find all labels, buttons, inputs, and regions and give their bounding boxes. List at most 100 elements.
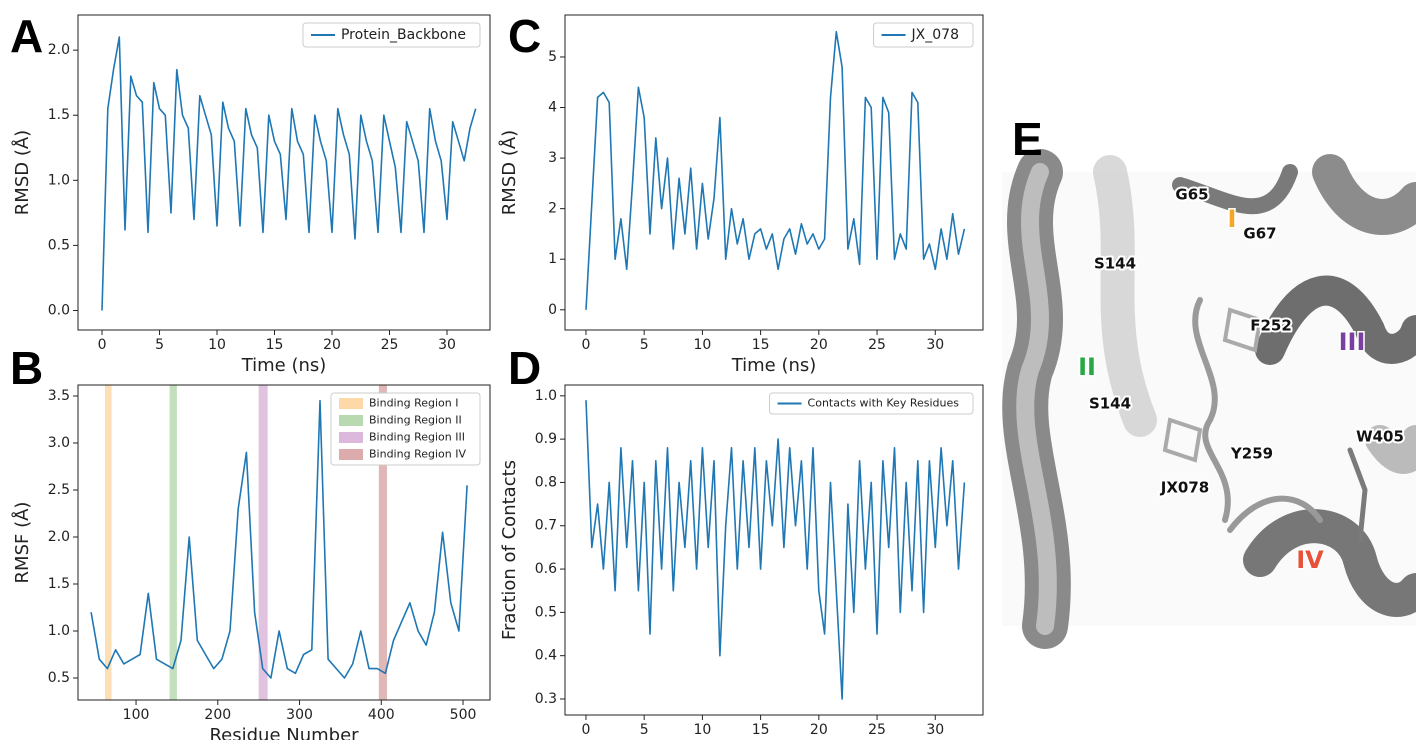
x-tick-label: 0 xyxy=(581,722,590,738)
legend-swatch xyxy=(339,398,363,409)
legend-swatch xyxy=(339,432,363,443)
x-tick-label: 15 xyxy=(266,337,284,353)
ligand xyxy=(1192,297,1231,523)
residue-label: S144 xyxy=(1089,395,1131,413)
panel-label: B xyxy=(10,342,43,394)
legend: Protein_Backbone xyxy=(302,22,481,48)
data-line xyxy=(585,30,966,310)
legend: Contacts with Key Residues xyxy=(769,392,974,415)
residue-label: W405 xyxy=(1356,428,1404,446)
y-tick-label: 0.6 xyxy=(535,561,557,577)
residue-label: F252 xyxy=(1250,317,1292,335)
helix xyxy=(1312,154,1416,235)
x-tick-label: 100 xyxy=(123,707,150,723)
legend: Binding Region I Binding Region II Binding… xyxy=(330,392,481,466)
x-tick-label: 10 xyxy=(208,337,226,353)
region-band xyxy=(378,385,387,700)
y-tick-label: 0.7 xyxy=(535,518,557,534)
legend-frame xyxy=(873,22,974,48)
y-tick-label: 1.5 xyxy=(48,576,70,592)
y-tick-label: 1 xyxy=(548,251,557,267)
region-numeral: III xyxy=(1339,328,1366,356)
x-tick-label: 400 xyxy=(368,707,395,723)
x-tick-label: 500 xyxy=(450,707,477,723)
x-tick-label: 20 xyxy=(810,337,828,353)
x-tick-label: 300 xyxy=(286,707,313,723)
y-tick-label: 1.5 xyxy=(48,107,70,123)
axes-frame xyxy=(564,14,984,331)
data-line xyxy=(101,36,477,311)
y-tick-label: 3.5 xyxy=(48,388,70,404)
legend-frame xyxy=(330,392,481,466)
data-line xyxy=(90,399,468,679)
y-tick-label: 0.4 xyxy=(535,648,557,664)
loop xyxy=(1172,164,1298,215)
residue-label: G65 xyxy=(1175,186,1208,204)
x-tick-label: 20 xyxy=(323,337,341,353)
panel-label: C xyxy=(508,10,541,62)
residue-label: Y259 xyxy=(1230,445,1273,463)
y-axis-label: RMSD (Å) xyxy=(498,130,520,215)
axes-frame xyxy=(564,384,984,716)
x-axis-label: Time (ns) xyxy=(241,355,327,376)
x-axis-label: Residue Number xyxy=(209,725,359,740)
y-tick-label: 1.0 xyxy=(48,172,70,188)
y-tick-label: 0.5 xyxy=(48,670,70,686)
x-tick-label: 5 xyxy=(640,722,649,738)
data-line xyxy=(585,400,966,700)
region-band xyxy=(258,385,268,700)
y-axis-label: RMSD (Å) xyxy=(11,130,33,215)
x-tick-label: 30 xyxy=(438,337,456,353)
helix xyxy=(1093,155,1157,437)
loop xyxy=(1227,495,1323,533)
legend-text: Protein_Backbone xyxy=(341,27,466,43)
x-tick-label: 20 xyxy=(810,722,828,738)
legend-text: Binding Region I xyxy=(369,397,458,410)
y-tick-label: 0 xyxy=(548,302,557,318)
ring xyxy=(1162,307,1263,463)
x-tick-label: 25 xyxy=(381,337,399,353)
y-axis-label: RMSF (Å) xyxy=(11,502,33,584)
sidechain xyxy=(1347,447,1368,543)
y-tick-label: 3 xyxy=(548,150,557,166)
y-tick-label: 0.3 xyxy=(535,691,557,707)
helix xyxy=(1243,509,1416,617)
legend-text: Binding Region IV xyxy=(369,448,466,461)
x-tick-label: 15 xyxy=(752,337,770,353)
legend-frame xyxy=(769,392,974,415)
y-axis-label: Fraction of Contacts xyxy=(499,460,520,640)
x-tick-label: 5 xyxy=(640,337,649,353)
y-tick-label: 0.5 xyxy=(535,604,557,620)
region-band xyxy=(169,385,177,700)
region-numeral: I xyxy=(1228,205,1237,233)
y-tick-label: 0.9 xyxy=(535,431,557,447)
legend-text: JX_078 xyxy=(911,27,959,43)
y-tick-label: 0.5 xyxy=(48,237,70,253)
residue-label: S144 xyxy=(1094,255,1136,273)
y-tick-label: 2 xyxy=(548,201,557,217)
x-tick-label: 0 xyxy=(98,337,107,353)
x-tick-label: 25 xyxy=(868,337,886,353)
x-tick-label: 10 xyxy=(693,337,711,353)
y-tick-label: 3.0 xyxy=(48,435,70,451)
x-tick-label: 10 xyxy=(693,722,711,738)
axes-frame xyxy=(77,14,491,331)
panel-label: A xyxy=(10,10,43,62)
helix xyxy=(1255,275,1416,365)
x-tick-label: 0 xyxy=(581,337,590,353)
y-tick-label: 1.0 xyxy=(48,623,70,639)
x-tick-label: 25 xyxy=(868,722,886,738)
legend-frame xyxy=(302,22,481,48)
legend-swatch xyxy=(339,449,363,460)
x-tick-label: 30 xyxy=(926,722,944,738)
helices xyxy=(1002,149,1416,649)
y-tick-label: 2.5 xyxy=(48,482,70,498)
y-tick-label: 2.0 xyxy=(48,529,70,545)
y-tick-label: 4 xyxy=(548,100,557,116)
y-tick-label: 5 xyxy=(548,49,557,65)
x-tick-label: 30 xyxy=(926,337,944,353)
region-numeral: IV xyxy=(1296,546,1324,574)
x-tick-label: 15 xyxy=(752,722,770,738)
